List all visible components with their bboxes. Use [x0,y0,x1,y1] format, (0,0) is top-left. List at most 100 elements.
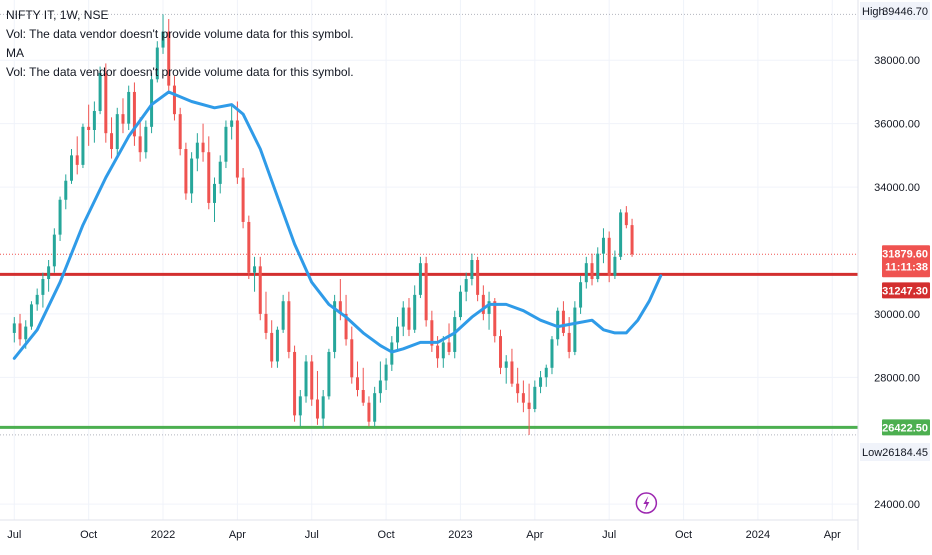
candle [207,136,211,210]
grid [0,0,858,520]
time-tick-label: 2024 [746,529,770,541]
support-badge [882,419,930,436]
candle-body [121,114,125,124]
candle [487,291,491,330]
time-tick-label: Oct [80,529,97,541]
candle-body [436,345,440,359]
candle-body [275,329,279,362]
candle-body [378,380,382,394]
candles [12,14,634,435]
candle [590,253,594,286]
candle-body [241,177,245,222]
candle-body [407,307,411,330]
resistance-badge-text: 31247.30 [882,285,928,297]
candle-body [464,279,468,292]
time-tick-label: Oct [378,529,395,541]
candle [218,155,222,194]
candle [132,82,136,146]
time-tick-label: Oct [675,529,692,541]
candle [333,294,337,359]
candle [304,355,308,403]
candle-body [521,393,525,403]
candle-body [207,152,211,203]
candle [561,301,565,337]
candle-body [596,253,600,280]
last-price-badge [882,245,930,278]
candle [184,142,188,200]
candle [70,149,73,184]
candle-body [144,126,148,153]
candle [178,107,182,156]
candle [447,323,451,356]
candle [607,231,611,283]
candle [344,294,348,346]
lightning-icon [635,492,658,514]
candle-body [424,263,428,321]
candle-body [138,136,142,153]
candle [287,291,291,359]
candle-body [201,142,205,153]
price-tick-label: 30000.00 [874,309,920,321]
candle-body [258,266,262,314]
candle-body [115,114,119,150]
candle-body [18,323,22,340]
candle [87,104,91,146]
candle-body [561,310,565,333]
candle [441,336,445,368]
time-tick-label: Jul [7,529,21,541]
candle-body [104,72,108,134]
candle-body [350,339,354,378]
candle-body [184,149,188,194]
candle-body [510,361,514,384]
candle-body [430,320,434,346]
candle-body [230,120,234,127]
ma-legend[interactable]: MA [6,46,24,60]
candle-body [47,266,51,280]
candle-body [487,301,491,314]
candle-body [361,390,365,403]
candle [195,133,199,172]
candle-body [98,72,102,111]
candle-body [190,158,194,194]
candle-body [458,291,462,318]
candle-body [195,142,199,159]
last-price-badge-text: 11:11:38 [885,261,928,273]
time-tick-label: Apr [824,529,841,541]
candle-body [356,377,359,390]
candle [361,367,365,406]
candle [476,256,480,302]
candle [533,380,537,413]
candle [350,326,354,384]
candle-body [401,307,405,327]
candle-body [293,351,297,416]
candle-body [247,221,251,273]
candle [510,348,514,387]
candle [253,256,257,292]
candle-body [70,155,73,181]
symbol-legend[interactable]: NIFTY IT, 1W, NSE [6,8,109,22]
candle [81,123,85,169]
candle [584,256,588,289]
candle [298,390,302,427]
candle [64,174,68,210]
candle [18,313,22,346]
candle-body [567,332,571,352]
volume-legend-2[interactable]: Vol: The data vendor doesn't provide vol… [6,65,354,79]
candle-body [161,31,165,48]
candle-body [41,279,45,295]
candle-body [24,326,28,340]
time-tick-label: 2023 [448,529,472,541]
candle-body [550,339,554,368]
candle [424,256,428,327]
candle-body [476,260,480,295]
volume-legend-1[interactable]: Vol: The data vendor doesn't provide vol… [6,27,354,41]
candle [230,104,234,140]
candle [121,98,125,134]
candle [224,120,228,169]
candle [401,301,405,337]
lightning-bolt [643,496,650,511]
candle [407,298,411,337]
candle [396,317,400,352]
